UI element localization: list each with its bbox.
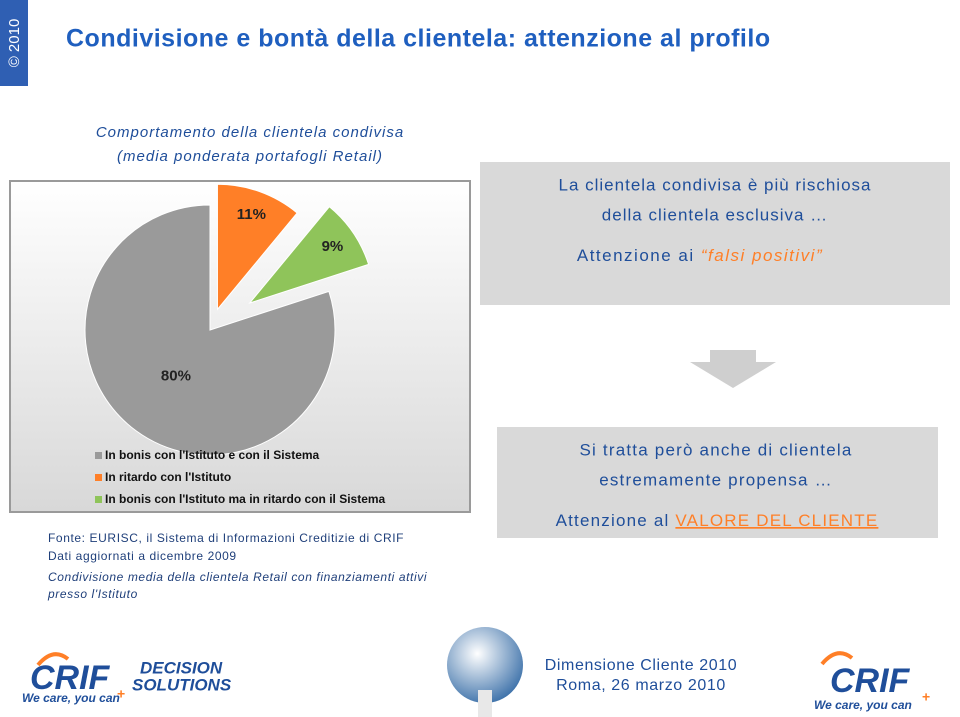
legend-swatch: [95, 496, 102, 503]
logo-swoosh: [36, 652, 70, 667]
message-box: [480, 162, 950, 305]
message-line: Si tratta però anche di clientela: [579, 440, 852, 459]
chart-title: Comportamento della clientela condivisa: [96, 124, 404, 141]
source-note: Fonte: EURISC, il Sistema di Informazion…: [48, 531, 404, 545]
message-emphasis: “falsi positivi”: [701, 246, 823, 265]
value-label: 80%: [161, 368, 191, 385]
tagline-plus: +: [922, 689, 930, 705]
logo-sub: SOLUTIONS: [132, 675, 232, 694]
message-line: della clientela esclusiva …: [602, 205, 828, 224]
message-line: La clientela condivisa è più rischiosa: [559, 175, 872, 194]
legend-swatch: [95, 474, 102, 481]
legend-label: In bonis con l'Istituto ma in ritardo co…: [105, 492, 386, 506]
message-line: Attenzione al VALORE DEL CLIENTE: [556, 511, 879, 530]
logo-swoosh: [820, 651, 854, 666]
golf-ball: [447, 627, 523, 703]
event-date: Roma, 26 marzo 2010: [556, 677, 726, 694]
legend-label: In bonis con l'Istituto e con il Sistema: [105, 448, 320, 462]
tagline-plus: +: [117, 686, 125, 702]
source-note: presso l'Istituto: [47, 587, 138, 601]
pie-slice: [84, 204, 336, 456]
pie-slice: [248, 206, 370, 305]
legend-swatch: [95, 452, 102, 459]
badge: © 2010: [6, 19, 23, 68]
arrow-down: [690, 350, 776, 388]
event: Dimensione Cliente 2010: [545, 657, 738, 674]
chart-title: (media ponderata portafogli Retail): [117, 148, 383, 165]
message-prefix: Attenzione ai: [577, 246, 701, 265]
pie-slice: [216, 183, 298, 311]
slide-title: Condivisione e bontà della clientela: at…: [66, 25, 771, 53]
legend-label: In ritardo con l'Istituto: [105, 470, 231, 484]
message-line: Attenzione ai “falsi positivi”: [577, 246, 823, 265]
legend: In bonis con l'Istituto e con il Sistema…: [95, 448, 386, 506]
tagline: We care, you can: [22, 691, 120, 705]
logo-sub: DECISION: [140, 658, 223, 677]
message-prefix: Attenzione al: [556, 511, 676, 530]
source-note: Condivisione media della clientela Retai…: [48, 570, 427, 584]
golf-tee: [478, 690, 492, 717]
tagline: We care, you can: [814, 698, 912, 712]
logo: CRIF: [30, 659, 111, 697]
value-label: 9%: [322, 238, 344, 255]
pie: 80% 11% 9%: [84, 183, 370, 456]
message-box: [497, 427, 938, 538]
footer: CRIF DECISION SOLUTIONS We care, you can…: [22, 627, 930, 717]
value-label: 11%: [237, 206, 266, 223]
message-emphasis: VALORE DEL CLIENTE: [675, 511, 878, 530]
source-note: Dati aggiornati a dicembre 2009: [48, 549, 237, 563]
badge-box: [0, 0, 28, 86]
message-line: estremamente propensa …: [599, 470, 833, 489]
logo: CRIF: [830, 662, 911, 700]
